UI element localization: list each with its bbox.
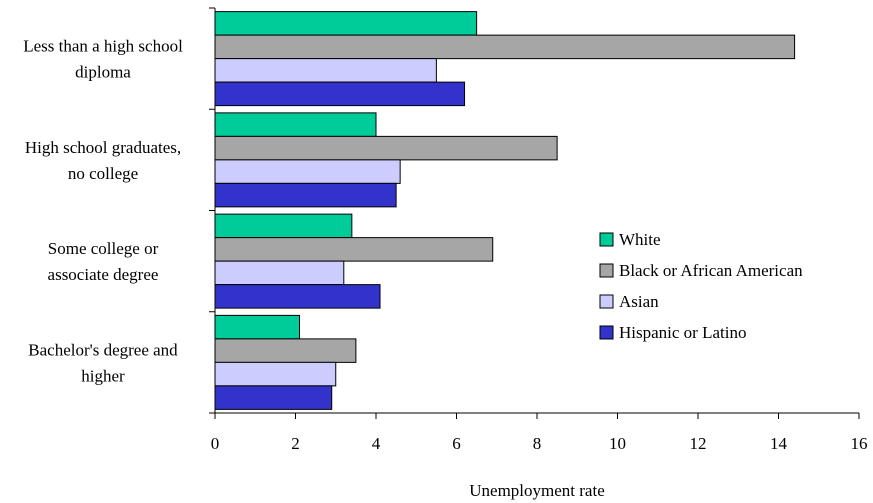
x-tick-label: 6 xyxy=(452,434,461,453)
bar-white-2 xyxy=(214,213,353,239)
legend: White Black or African American Asian Hispa… xyxy=(599,230,803,342)
category-label-line: associate degree xyxy=(48,265,159,284)
x-tick-label: 10 xyxy=(609,434,626,453)
x-tick-label: 4 xyxy=(372,434,381,453)
legend-swatch xyxy=(599,232,614,247)
x-tick-label: 14 xyxy=(770,434,788,453)
y-ticks-layer xyxy=(209,7,215,414)
x-tick-label: 0 xyxy=(211,434,220,453)
legend-swatch xyxy=(599,294,614,309)
category-label-line: higher xyxy=(81,366,125,385)
legend-swatch xyxy=(599,325,614,340)
bar-hispanic-or-latino-0 xyxy=(214,81,466,107)
category-label: Bachelor's degree and higher xyxy=(28,340,178,385)
bar-black-or-african-american-1 xyxy=(214,135,558,161)
bars-layer xyxy=(214,11,796,410)
legend-label: Hispanic or Latino xyxy=(619,323,746,342)
x-axis-title: Unemployment rate xyxy=(469,481,605,500)
legend-label: Black or African American xyxy=(619,261,803,280)
bar-asian-1 xyxy=(214,159,401,184)
bar-white-3 xyxy=(214,314,301,340)
bar-asian-2 xyxy=(214,260,345,286)
category-label: Less than a high school diploma xyxy=(23,37,183,82)
bar-black-or-african-american-3 xyxy=(214,338,357,363)
bar-black-or-african-american-2 xyxy=(214,237,494,262)
category-label-line: no college xyxy=(68,164,138,183)
legend-swatch xyxy=(599,263,614,278)
category-label-line: Less than a high school xyxy=(23,37,183,56)
category-label-line: Bachelor's degree and xyxy=(28,340,178,359)
legend-label: Asian xyxy=(619,292,659,311)
category-label: High school graduates, no college xyxy=(25,138,181,183)
x-tick-label: 2 xyxy=(291,434,300,453)
bar-asian-0 xyxy=(214,58,437,83)
category-label-line: Some college or xyxy=(48,239,159,258)
bar-hispanic-or-latino-1 xyxy=(214,182,397,208)
category-label-line: High school graduates, xyxy=(25,138,181,157)
bar-hispanic-or-latino-3 xyxy=(214,385,333,410)
bar-white-0 xyxy=(214,11,478,36)
category-label: Some college or associate degree xyxy=(48,239,159,284)
bar-black-or-african-american-0 xyxy=(214,34,796,60)
legend-label: White xyxy=(619,230,661,249)
bar-asian-3 xyxy=(214,361,337,387)
category-label-line: diploma xyxy=(75,63,131,82)
category-labels: Less than a high school diploma High schoo… xyxy=(23,37,183,386)
bar-hispanic-or-latino-2 xyxy=(214,284,381,309)
bar-white-1 xyxy=(214,112,377,137)
x-ticks-layer: 0 2 4 6 8 10 12 14 16 xyxy=(211,413,868,453)
x-tick-label: 16 xyxy=(851,434,868,453)
x-tick-label: 12 xyxy=(690,434,707,453)
x-tick-label: 8 xyxy=(533,434,542,453)
